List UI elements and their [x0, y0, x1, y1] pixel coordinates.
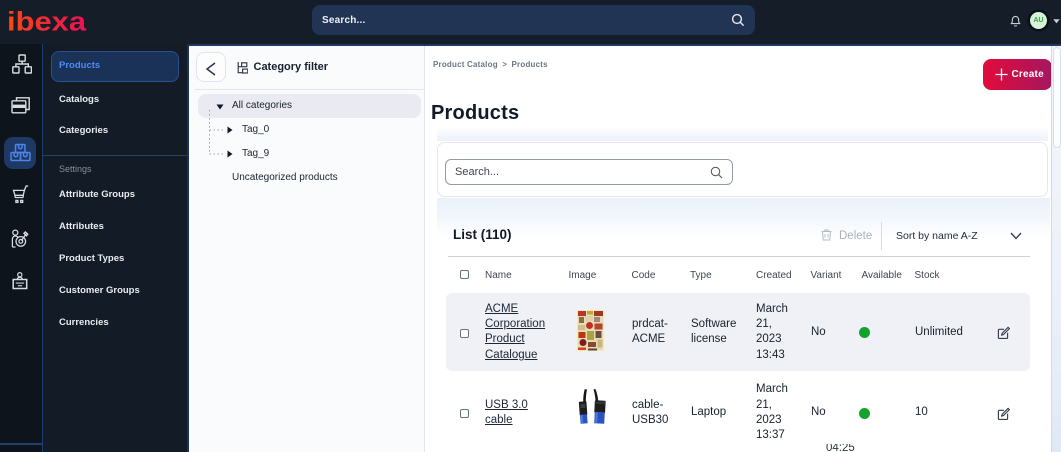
svg-text:ibexa: ibexa [7, 7, 87, 37]
